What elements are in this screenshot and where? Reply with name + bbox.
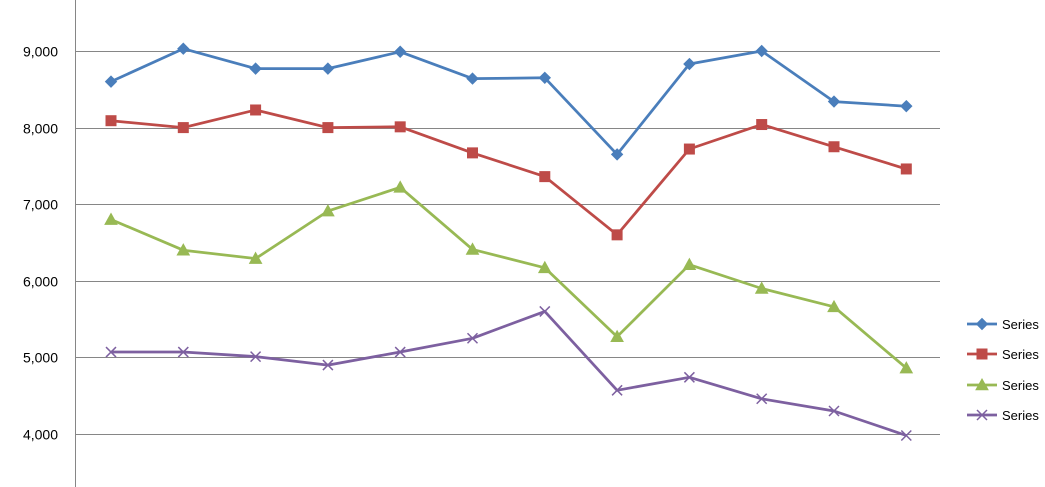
series-2-point-10: [756, 119, 768, 131]
series-3-point-8: [610, 329, 624, 343]
series-2-point-3: [250, 104, 262, 116]
legend-swatch-marker-3: [975, 377, 989, 391]
series-4-point-2: [177, 346, 189, 358]
legend-entry-1: Series: [967, 317, 1039, 332]
legend-entry-3: Series: [967, 377, 1039, 393]
series-3-point-7: [537, 260, 552, 274]
y-tick-label-5000: 5,000: [23, 350, 58, 366]
series-4-point-5: [394, 346, 406, 358]
series-1-point-9: [683, 57, 696, 71]
y-tick-label-7000: 7,000: [23, 197, 58, 213]
y-tick-label-9000: 9,000: [23, 44, 58, 60]
series-1-point-2: [177, 42, 190, 55]
series-3-point-9: [682, 257, 697, 271]
legend-swatch-marker-4: [976, 409, 988, 421]
legend-entry-2: Series: [967, 347, 1039, 362]
series-3: [104, 180, 914, 374]
series-1-point-12: [900, 99, 913, 113]
series-4-point-8: [611, 384, 623, 396]
gridlines: [75, 51, 940, 435]
series-2-point-8: [611, 229, 623, 241]
series-4: [105, 305, 912, 442]
series-2-point-1: [105, 115, 117, 127]
series-4-point-12: [900, 430, 912, 442]
series-4-point-7: [539, 305, 551, 317]
y-tick-label-4000: 4,000: [23, 427, 58, 443]
series-2-point-11: [828, 141, 840, 153]
legend-label-1: Series: [1002, 317, 1039, 332]
series-4-point-10: [756, 393, 768, 405]
series-4-point-4: [322, 359, 334, 371]
series-4-point-6: [466, 332, 479, 344]
series-2-point-6: [467, 147, 478, 159]
legend-swatch-marker-2: [976, 348, 988, 360]
series-3-point-6: [465, 242, 480, 255]
series-3-point-10: [754, 281, 769, 294]
series-1-point-1: [104, 75, 118, 88]
legend-entry-4: Series: [967, 408, 1039, 423]
series-3-point-12: [899, 361, 914, 374]
y-tick-label-8000: 8,000: [23, 121, 58, 137]
series-4-point-9: [683, 371, 695, 383]
series-3-point-4: [321, 204, 335, 217]
legend-label-2: Series: [1002, 347, 1039, 362]
legend: Series Series Series Series: [967, 317, 1039, 423]
series-2: [105, 104, 912, 241]
series-3-point-3: [248, 251, 263, 264]
series-2-point-9: [683, 143, 695, 155]
series-2-point-7: [539, 171, 551, 183]
series-2-point-5: [394, 121, 406, 133]
series-3-point-5: [393, 180, 408, 193]
legend-label-3: Series: [1002, 378, 1039, 393]
series-1: [104, 42, 913, 161]
series-1-point-10: [755, 44, 768, 58]
legend-swatch-marker-1: [975, 317, 989, 331]
series-1-point-11: [827, 95, 841, 108]
series-1-line: [110, 47, 907, 156]
series-3-point-2: [176, 243, 191, 256]
y-tick-label-6000: 6,000: [23, 274, 58, 290]
series-3-line: [110, 185, 908, 370]
series-2-point-12: [900, 163, 912, 175]
series-1-point-3: [249, 62, 262, 75]
y-axis-tick-labels: 4,000 5,000 6,000 7,000 8,000 9,000: [23, 44, 58, 443]
legend-label-4: Series: [1002, 408, 1039, 423]
series-1-point-6: [466, 72, 479, 85]
series-layer: [104, 42, 914, 442]
series-4-line: [111, 310, 907, 437]
series-2-point-2: [177, 122, 189, 134]
series-2-line: [110, 108, 907, 237]
series-3-point-1: [104, 212, 118, 225]
series-1-point-5: [393, 45, 407, 58]
series-3-point-11: [827, 299, 841, 313]
series-4-point-1: [105, 346, 117, 358]
series-4-point-3: [250, 351, 262, 363]
series-1-point-4: [321, 62, 335, 75]
series-1-point-7: [538, 71, 552, 85]
series-1-point-8: [610, 148, 624, 161]
series-2-point-4: [322, 122, 334, 134]
series-4-point-11: [828, 405, 840, 417]
